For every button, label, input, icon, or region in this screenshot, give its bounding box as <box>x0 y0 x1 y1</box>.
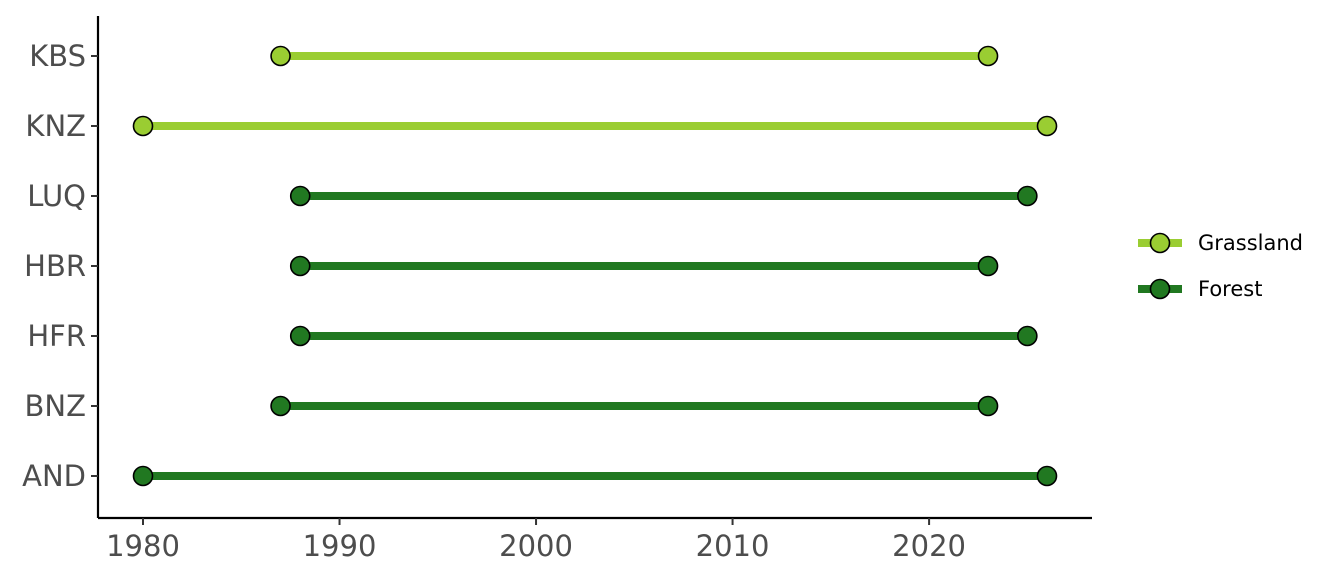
chart-marks <box>132 45 1058 487</box>
chart-legend: Grassland Forest <box>1138 231 1303 301</box>
y-tick-label: BNZ <box>25 389 86 423</box>
legend-label: Grassland <box>1198 231 1303 255</box>
x-tick-label: 1980 <box>106 529 180 563</box>
y-tick-label: HFR <box>27 319 86 353</box>
legend-label: Forest <box>1198 277 1262 301</box>
start-point <box>289 185 311 207</box>
end-point <box>1017 325 1038 347</box>
y-tick-label: AND <box>22 459 86 493</box>
end-point <box>1036 115 1058 137</box>
y-tick-label: HBR <box>24 249 86 283</box>
y-tick-label: KBS <box>29 39 86 73</box>
start-point <box>289 325 311 347</box>
start-point <box>132 115 154 137</box>
x-tick-label: 2000 <box>499 529 573 563</box>
legend-key-point <box>1149 278 1171 300</box>
chart-axes: KBS KNZ LUQ HBR HFR BNZ AND 1980 1990 2000 2010 202… <box>22 16 1092 563</box>
end-point <box>977 255 999 277</box>
start-point <box>270 45 291 67</box>
end-point <box>1036 465 1058 487</box>
x-tick-label: 1990 <box>303 529 377 563</box>
legend-key-point <box>1149 232 1171 254</box>
start-point <box>132 465 154 487</box>
end-point <box>1017 185 1038 207</box>
end-point <box>977 45 999 67</box>
y-tick-label: KNZ <box>25 109 86 143</box>
end-point <box>977 395 999 417</box>
x-tick-label: 2020 <box>892 529 966 563</box>
x-tick-label: 2010 <box>696 529 770 563</box>
start-point <box>270 395 291 417</box>
y-tick-label: LUQ <box>27 179 86 213</box>
start-point <box>289 255 311 277</box>
